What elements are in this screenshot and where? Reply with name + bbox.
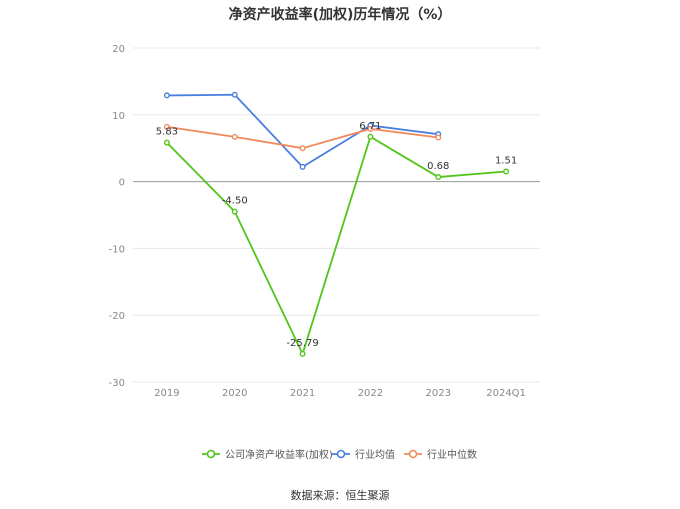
- legend[interactable]: 公司净资产收益率(加权) 行业均值 行业中位数: [202, 448, 477, 461]
- chart-title: 净资产收益率(加权)历年情况（%）: [228, 7, 452, 23]
- data-point: [367, 133, 374, 140]
- data-point: [435, 134, 442, 141]
- legend-label[interactable]: 公司净资产收益率(加权): [225, 448, 333, 461]
- data-point: [299, 145, 306, 152]
- data-point: [231, 133, 238, 140]
- data-source: 数据来源：恒生聚源: [290, 489, 390, 502]
- legend-swatch-marker: [206, 449, 216, 459]
- legend-label[interactable]: 行业中位数: [427, 448, 477, 461]
- y-tick-label: -20: [109, 311, 125, 322]
- series-layer: [163, 91, 510, 357]
- data-label-layer: 5.83 -4.50 -25.79 6.71 0.68 1.51: [156, 121, 517, 349]
- x-tick-label: 2022: [358, 388, 383, 399]
- legend-swatch-marker: [336, 449, 346, 459]
- data-point: [435, 174, 442, 181]
- axis-layer: 20 10 0 -10 -20 -30 2019 2020 2021 2022 2023 2024Q1: [109, 44, 540, 399]
- data-point: [163, 92, 170, 99]
- y-tick-label: -10: [109, 244, 125, 255]
- x-tick-label: 2020: [222, 388, 247, 399]
- data-label: 5.83: [156, 127, 178, 138]
- series-line: [166, 125, 439, 150]
- legend-swatch-marker: [408, 449, 418, 459]
- data-label: -4.50: [222, 196, 248, 207]
- data-point: [367, 125, 374, 132]
- grid-layer: [133, 47, 540, 383]
- data-point: [231, 208, 238, 215]
- data-label: 0.68: [427, 161, 449, 172]
- data-point: [231, 91, 238, 98]
- y-tick-label: -30: [109, 378, 125, 389]
- data-label: 1.51: [495, 156, 517, 167]
- data-label: -25.79: [286, 338, 318, 349]
- data-point: [299, 350, 306, 357]
- y-tick-label: 20: [112, 44, 125, 55]
- data-point: [163, 139, 170, 146]
- series-line: [166, 93, 439, 169]
- x-tick-label: 2024Q1: [486, 388, 526, 399]
- data-point: [299, 163, 306, 170]
- data-label: 6.71: [359, 121, 381, 132]
- y-tick-label: 0: [119, 178, 125, 189]
- y-tick-label: 10: [112, 111, 125, 122]
- x-tick-label: 2021: [290, 388, 315, 399]
- series-line: [166, 135, 507, 357]
- legend-label[interactable]: 行业均值: [355, 448, 395, 461]
- x-tick-label: 2023: [426, 388, 451, 399]
- data-point: [503, 168, 510, 175]
- data-point: [163, 123, 170, 130]
- x-tick-label: 2019: [154, 388, 179, 399]
